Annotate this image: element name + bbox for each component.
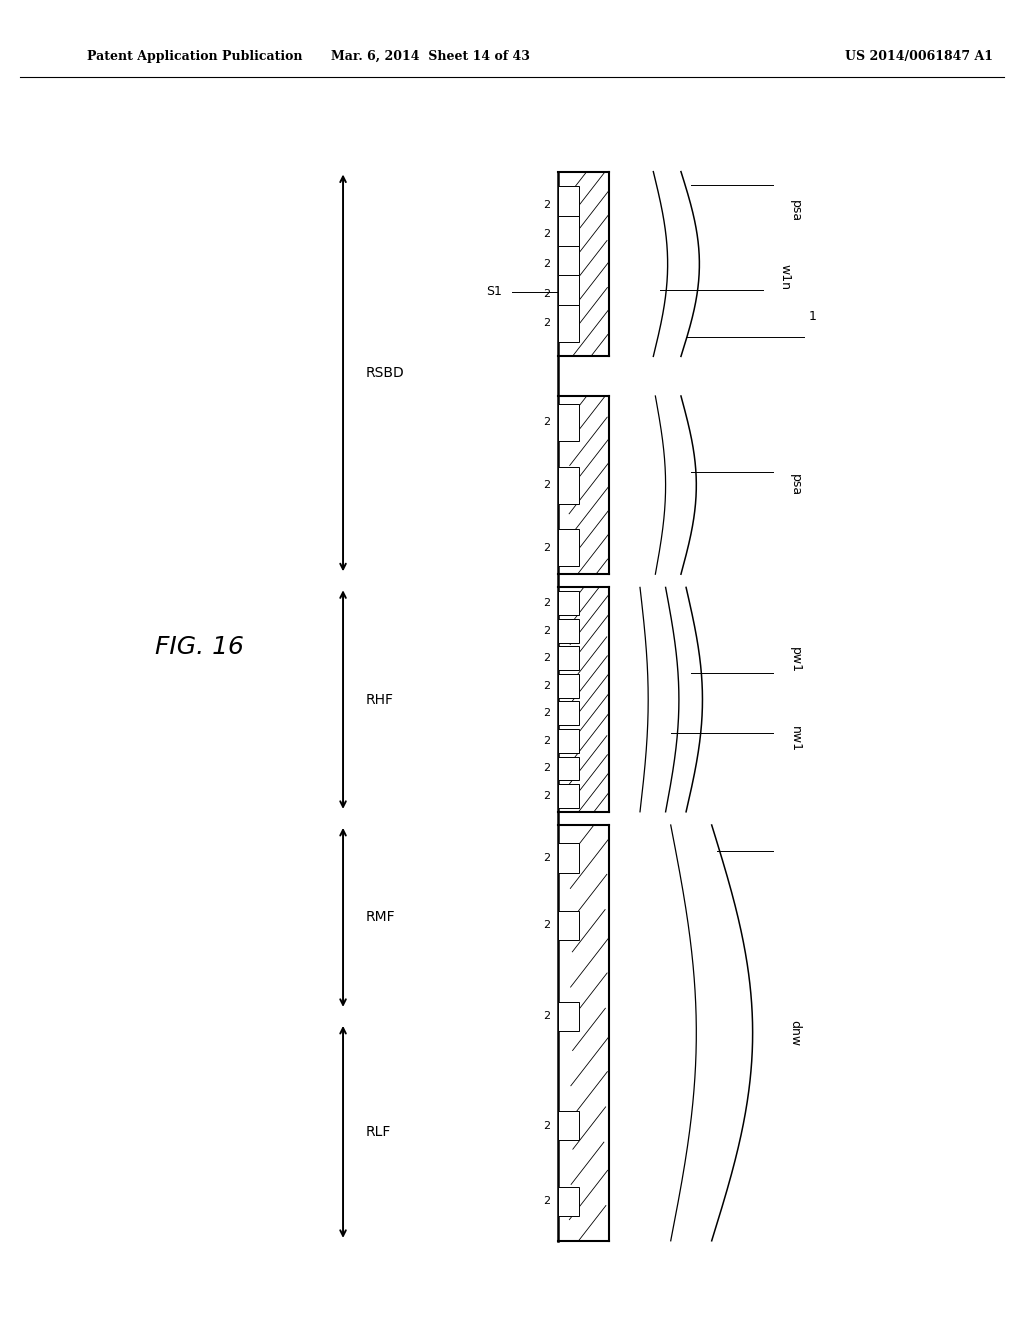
- Bar: [558, 911, 579, 940]
- Bar: [558, 647, 579, 671]
- Bar: [558, 784, 579, 808]
- Text: psa: psa: [788, 201, 802, 222]
- Text: 2: 2: [543, 289, 550, 298]
- Text: 2: 2: [543, 480, 550, 490]
- Bar: [558, 701, 579, 725]
- Text: 2: 2: [543, 1196, 550, 1206]
- Text: 2: 2: [543, 791, 550, 801]
- Text: 2: 2: [543, 199, 550, 210]
- Bar: [558, 404, 579, 441]
- Text: nw1: nw1: [788, 726, 802, 752]
- Text: 2: 2: [543, 417, 550, 428]
- Bar: [558, 1187, 579, 1216]
- Text: FIG. 16: FIG. 16: [156, 635, 244, 659]
- Text: 2: 2: [543, 543, 550, 553]
- Bar: [558, 1111, 579, 1140]
- Text: 2: 2: [543, 853, 550, 863]
- Text: 2: 2: [543, 598, 550, 609]
- Text: 2: 2: [543, 681, 550, 690]
- Text: 2: 2: [543, 920, 550, 931]
- Bar: [558, 675, 579, 698]
- Bar: [558, 591, 579, 615]
- Text: US 2014/0061847 A1: US 2014/0061847 A1: [845, 50, 993, 63]
- Bar: [558, 729, 579, 752]
- Text: S1: S1: [485, 285, 502, 298]
- Bar: [558, 276, 579, 313]
- Text: 2: 2: [543, 763, 550, 774]
- Text: 2: 2: [543, 709, 550, 718]
- Text: 2: 2: [543, 1121, 550, 1131]
- Bar: [558, 619, 579, 643]
- Text: RSBD: RSBD: [366, 366, 404, 380]
- Text: RHF: RHF: [366, 693, 393, 706]
- Text: pw1: pw1: [788, 647, 802, 673]
- Text: 2: 2: [543, 259, 550, 269]
- Bar: [558, 756, 579, 780]
- Text: psa: psa: [788, 474, 802, 496]
- Bar: [558, 305, 579, 342]
- Text: 2: 2: [543, 1011, 550, 1022]
- Text: dnw: dnw: [788, 1020, 802, 1045]
- Bar: [558, 529, 579, 566]
- Text: 2: 2: [543, 230, 550, 239]
- Text: Patent Application Publication: Patent Application Publication: [87, 50, 302, 63]
- Text: w1n: w1n: [778, 264, 792, 290]
- Bar: [558, 246, 579, 282]
- Text: 1: 1: [809, 310, 817, 323]
- Text: 2: 2: [543, 626, 550, 636]
- Text: RLF: RLF: [366, 1125, 391, 1139]
- Bar: [558, 1002, 579, 1031]
- Text: Mar. 6, 2014  Sheet 14 of 43: Mar. 6, 2014 Sheet 14 of 43: [331, 50, 529, 63]
- Bar: [558, 843, 579, 873]
- Text: 2: 2: [543, 653, 550, 664]
- Text: 2: 2: [543, 735, 550, 746]
- Text: 2: 2: [543, 318, 550, 329]
- Bar: [558, 467, 579, 504]
- Bar: [558, 215, 579, 253]
- Text: RMF: RMF: [366, 911, 395, 924]
- Bar: [558, 186, 579, 223]
